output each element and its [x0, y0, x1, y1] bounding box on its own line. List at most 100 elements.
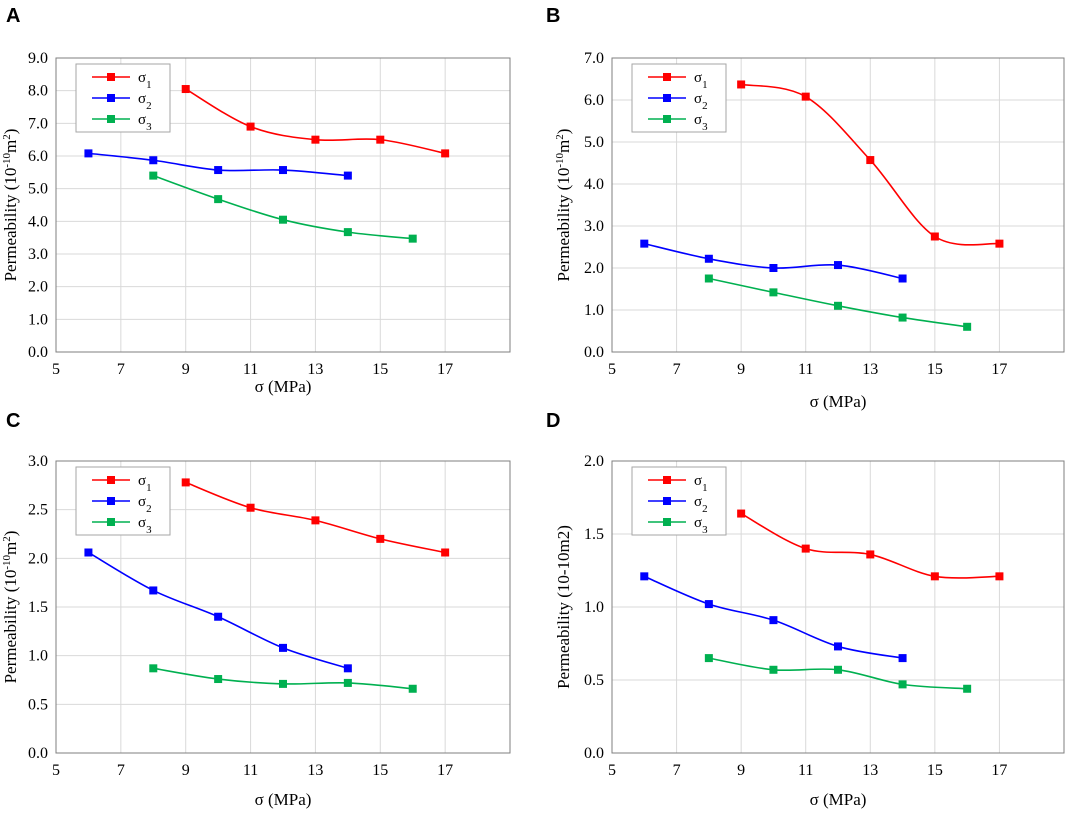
data-point [246, 122, 255, 131]
data-point [214, 675, 223, 684]
data-point [279, 643, 287, 652]
data-point [149, 171, 158, 180]
series-2 [84, 548, 352, 673]
y-tick-label: 2.0 [28, 279, 48, 296]
x-tick-label: 15 [372, 762, 388, 779]
x-tick-label: 9 [737, 762, 745, 779]
y-axis-title: Permeability (10-10m2) [1, 531, 20, 684]
series-1 [737, 509, 1004, 581]
legend-marker [107, 115, 115, 123]
y-tick-label: 5.0 [28, 181, 48, 198]
data-point [246, 503, 255, 512]
x-tick-label: 9 [182, 762, 190, 779]
data-point [834, 665, 842, 674]
x-tick-label: 11 [243, 762, 258, 779]
data-point [963, 322, 972, 331]
data-point [181, 478, 190, 487]
y-tick-label: 0.0 [584, 745, 604, 762]
legend-entry: σ2 [648, 494, 708, 515]
data-point [834, 301, 842, 310]
series-3 [149, 171, 417, 243]
data-point [704, 600, 713, 609]
data-point [737, 80, 746, 89]
legend-label: σ2 [138, 494, 152, 515]
plot-frame [611, 460, 1065, 754]
legend-entry: σ1 [92, 70, 152, 91]
data-point [343, 678, 352, 687]
x-tick-label: 13 [307, 762, 323, 779]
series-line [88, 551, 349, 670]
y-tick-label: 1.0 [28, 648, 48, 665]
y-tick-label: 4.0 [584, 176, 604, 193]
y-tick-label: 0.0 [28, 344, 48, 361]
data-point [640, 572, 649, 581]
panel-c: C 0.0 0.5 1.0 1.5 2.0 2.5 3.0 5 7 9 11 13 15 17 σ (MPa)… [1, 410, 511, 809]
y-tick-label: 4.0 [28, 213, 48, 230]
x-tick-label: 13 [862, 762, 878, 779]
data-point [408, 684, 417, 693]
x-axis-title: σ (MPa) [810, 392, 867, 411]
data-point [214, 166, 223, 175]
data-point [930, 572, 939, 581]
legend-label: σ1 [694, 70, 708, 91]
data-point [376, 534, 385, 543]
x-tick-label: 11 [243, 361, 258, 378]
x-tick-label: 7 [117, 361, 125, 378]
data-point [801, 544, 810, 553]
series-1 [737, 80, 1004, 248]
x-tick-label: 7 [673, 762, 681, 779]
legend-label: σ2 [694, 494, 708, 515]
legend-marker [663, 497, 671, 505]
data-point [866, 156, 875, 165]
x-tick-label: 5 [52, 762, 60, 779]
x-tick-label: 13 [862, 361, 878, 378]
legend-entry: σ2 [92, 494, 152, 515]
y-tick-label: 5.0 [584, 134, 604, 151]
x-tick-label: 11 [798, 762, 813, 779]
legend-label: σ2 [694, 91, 708, 112]
series-line [644, 242, 903, 280]
data-point [769, 288, 778, 297]
x-tick-label: 15 [927, 762, 943, 779]
panel-letter: B [546, 5, 560, 27]
y-tick-label: 1.5 [28, 599, 48, 616]
panel-letter: D [546, 410, 560, 432]
x-tick-label: 15 [372, 361, 388, 378]
data-point [214, 612, 223, 621]
series-2 [84, 149, 352, 180]
legend-marker [107, 518, 115, 526]
data-point [834, 261, 842, 270]
data-point [279, 166, 287, 175]
y-axis-title: Permeability (10-10m2) [554, 525, 573, 689]
y-tick-label: 2.0 [584, 260, 604, 277]
y-tick-label: 0.5 [28, 696, 48, 713]
x-axis-title: σ (MPa) [810, 790, 867, 809]
legend-marker [107, 94, 115, 102]
y-tick-label: 6.0 [28, 148, 48, 165]
x-tick-label: 17 [437, 361, 453, 378]
y-tick-label: 2.0 [584, 453, 604, 470]
y-tick-label: 8.0 [28, 83, 48, 100]
data-point [149, 586, 158, 595]
series-1 [181, 85, 450, 158]
x-tick-label: 5 [608, 361, 616, 378]
data-point [149, 664, 158, 673]
data-point [214, 195, 223, 204]
x-tick-label: 17 [991, 762, 1007, 779]
data-point [441, 548, 450, 557]
x-tick-label: 15 [927, 361, 943, 378]
y-tick-label: 9.0 [28, 50, 48, 67]
legend-marker [663, 115, 671, 123]
panel-b: B 0.0 1.0 2.0 3.0 4.0 5.0 6.0 7.0 5 7 9 11 13 15 17 σ (M… [546, 5, 1065, 411]
series-2 [640, 572, 907, 663]
data-point [930, 232, 939, 241]
y-tick-label: 2.5 [28, 502, 48, 519]
x-axis-title: σ (MPa) [255, 377, 312, 396]
legend-marker [663, 518, 671, 526]
data-point [704, 274, 713, 283]
data-point [343, 664, 352, 673]
data-point [408, 234, 417, 243]
